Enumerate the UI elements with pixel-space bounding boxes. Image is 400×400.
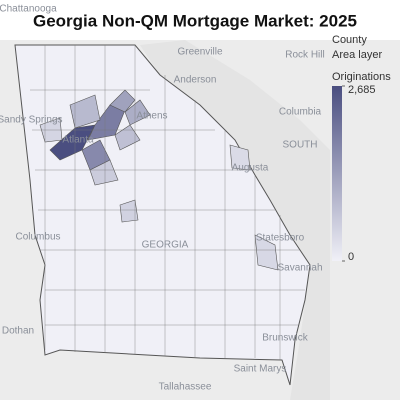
place-label: Savannah [277, 263, 322, 274]
place-label: Rock Hill [285, 50, 324, 61]
place-label: Greenville [177, 47, 222, 58]
county [87, 104, 126, 141]
place-label: Statesboro [256, 233, 305, 244]
legend-tick-label: 0 [348, 251, 354, 263]
county [254, 234, 279, 271]
legend-subtitle: Area layer [332, 49, 382, 61]
county-borders [30, 45, 305, 360]
place-label: Sandy Springs [0, 115, 63, 126]
legend-title: County [332, 34, 367, 46]
county [119, 199, 139, 223]
place-label: GEORGIA [142, 240, 189, 251]
place-label: Tallahassee [159, 382, 212, 393]
place-label: Athens [136, 111, 167, 122]
county [49, 124, 96, 161]
place-label: Augusta [232, 163, 269, 174]
county [114, 124, 141, 151]
place-label: Columbia [279, 107, 322, 118]
place-label: Saint Marys [234, 364, 287, 375]
place-label: SOUTH [283, 140, 318, 151]
place-label: Columbus [15, 232, 60, 243]
title: Georgia Non-QM Mortgage Market: 2025 [33, 11, 357, 30]
place-label: Anderson [174, 75, 217, 86]
place-label: Dothan [2, 326, 34, 337]
south-carolina [140, 40, 330, 400]
county [89, 159, 119, 186]
legend-tick-label: 2,685 [348, 84, 376, 96]
place-label: Brunswick [262, 333, 309, 344]
color-ramp [332, 86, 342, 261]
legend-label: Originations [332, 71, 391, 83]
title-band [0, 0, 400, 40]
place-label: Chattanooga [0, 4, 57, 15]
place-label: Atlanta [62, 135, 94, 146]
county [69, 94, 101, 129]
